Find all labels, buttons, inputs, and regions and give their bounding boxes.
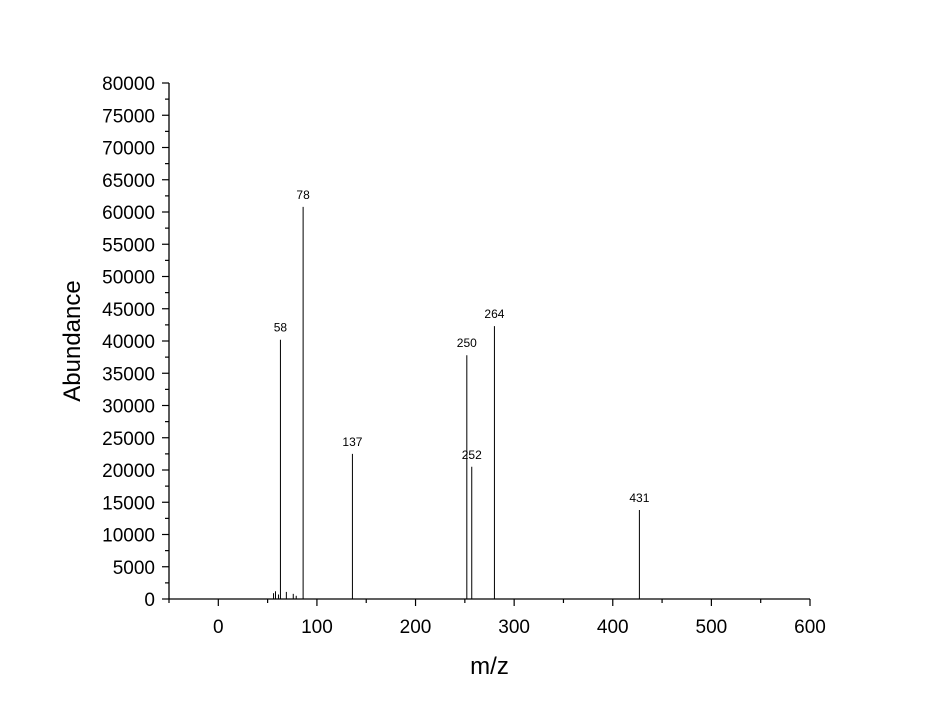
ticks-group: 0500010000150002000025000300003500040000… <box>102 74 826 638</box>
peak-label: 264 <box>484 307 504 321</box>
x-axis-title: m/z <box>470 653 509 680</box>
y-tick-label: 50000 <box>102 268 155 289</box>
peak-label: 137 <box>342 435 362 449</box>
x-tick-label: 0 <box>213 617 224 638</box>
x-tick-label: 400 <box>597 617 629 638</box>
y-tick-label: 10000 <box>102 526 155 547</box>
y-tick-label: 0 <box>144 590 155 611</box>
y-tick-label: 25000 <box>102 429 155 450</box>
x-tick-label: 300 <box>498 617 530 638</box>
peak-label: 78 <box>296 188 310 202</box>
y-tick-label: 20000 <box>102 461 155 482</box>
y-tick-label: 30000 <box>102 397 155 418</box>
y-tick-label: 75000 <box>102 106 155 127</box>
y-axis-title: Abundance <box>59 280 86 401</box>
x-tick-label: 100 <box>301 617 333 638</box>
peak-label: 58 <box>274 321 288 335</box>
y-tick-label: 35000 <box>102 364 155 385</box>
peak-label: 431 <box>629 491 649 505</box>
y-tick-label: 5000 <box>113 558 155 579</box>
x-tick-label: 200 <box>400 617 432 638</box>
y-tick-label: 60000 <box>102 203 155 224</box>
y-tick-label: 55000 <box>102 235 155 256</box>
y-tick-label: 65000 <box>102 171 155 192</box>
y-tick-label: 80000 <box>102 74 155 95</box>
y-tick-label: 70000 <box>102 139 155 160</box>
y-tick-label: 40000 <box>102 332 155 353</box>
peak-label: 252 <box>462 448 482 462</box>
minor-peaks-group <box>273 591 297 599</box>
y-tick-label: 45000 <box>102 300 155 321</box>
y-tick-label: 15000 <box>102 493 155 514</box>
x-tick-label: 500 <box>696 617 728 638</box>
axes-group: m/z Abundance <box>59 83 810 680</box>
x-tick-label: 600 <box>794 617 826 638</box>
peaks-group: 58 78 137 250 252 264 431 <box>274 188 650 599</box>
peak-label: 250 <box>457 336 477 350</box>
